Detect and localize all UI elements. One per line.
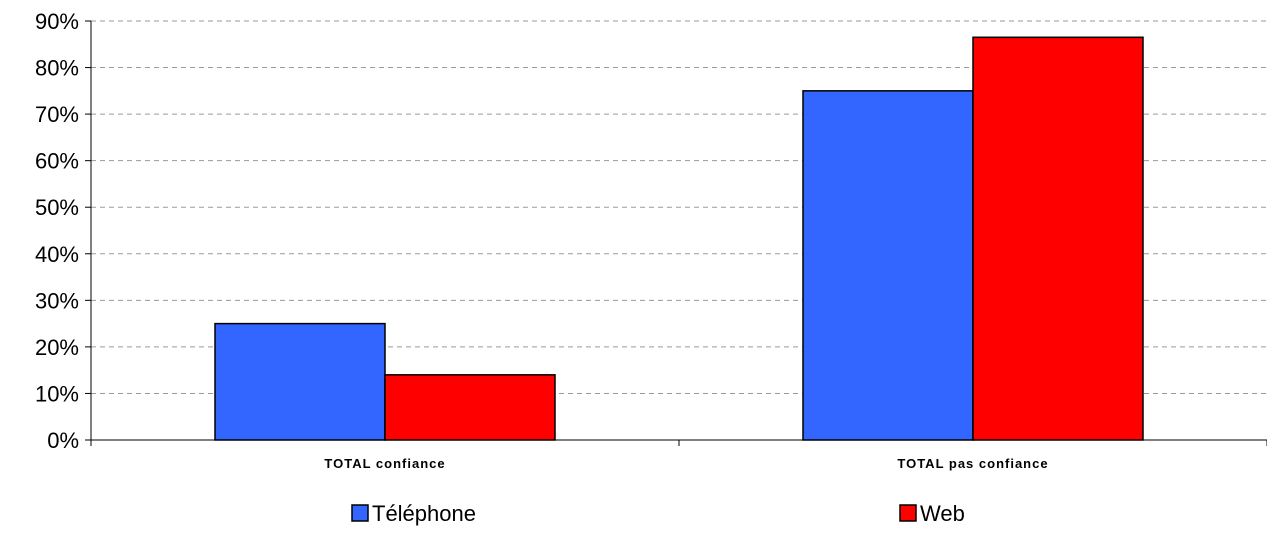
bar-Téléphone-TOTAL pas confiance xyxy=(802,90,974,441)
y-tick-label: 30% xyxy=(35,288,79,313)
bar-Téléphone-TOTAL confiance xyxy=(214,322,386,441)
legend-label-Téléphone: Téléphone xyxy=(372,501,476,526)
x-category-label: TOTAL pas confiance xyxy=(897,456,1048,471)
legend-swatch-Téléphone xyxy=(351,504,369,522)
y-tick-label: 50% xyxy=(35,195,79,220)
axis-labels: 0% 10% 20% 30% 40% 50% 60% 70% 80% 90% TOTAL confi… xyxy=(35,9,1048,471)
bar-Web-TOTAL pas confiance xyxy=(972,36,1144,441)
y-tick-label: 60% xyxy=(35,149,79,174)
y-tick-label: 20% xyxy=(35,335,79,360)
y-tick-label: 90% xyxy=(35,9,79,34)
y-tick-label: 80% xyxy=(35,56,79,81)
legend-label-Web: Web xyxy=(920,501,965,526)
bar-Web-TOTAL confiance xyxy=(384,374,556,441)
y-tick-label: 10% xyxy=(35,381,79,406)
bars xyxy=(214,36,1144,441)
legend: Téléphone Web xyxy=(351,501,965,526)
y-tick-label: 40% xyxy=(35,242,79,267)
legend-swatch-Web xyxy=(899,504,917,522)
gridlines xyxy=(91,20,1267,394)
y-tick-label: 0% xyxy=(47,428,79,453)
y-tick-label: 70% xyxy=(35,102,79,127)
x-category-label: TOTAL confiance xyxy=(324,456,445,471)
